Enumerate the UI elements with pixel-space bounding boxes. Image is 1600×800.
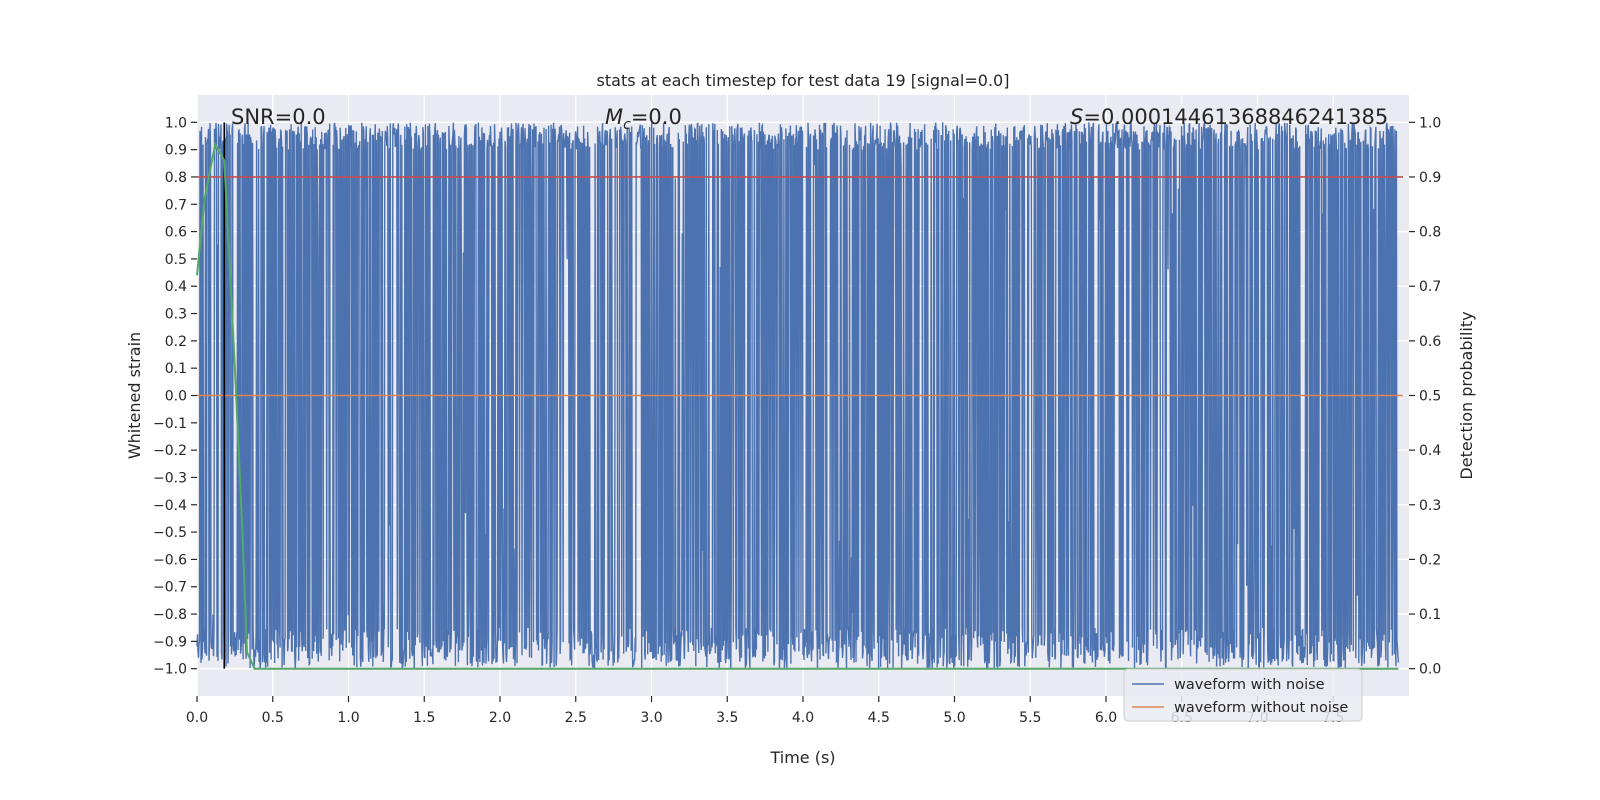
y-left-tick-label: 1.0 bbox=[165, 115, 187, 131]
legend-label-waveform-with-noise: waveform with noise bbox=[1174, 677, 1325, 693]
x-tick-label: 0.5 bbox=[262, 710, 284, 726]
y-right-tick-label: 0.7 bbox=[1419, 279, 1441, 295]
y-left-tick-label: 0.2 bbox=[165, 334, 187, 350]
y-left-tick-label: −0.2 bbox=[153, 443, 187, 459]
y-right-tick-label: 1.0 bbox=[1419, 115, 1441, 131]
y-right-tick-label: 0.0 bbox=[1419, 662, 1441, 678]
x-tick-label: 1.5 bbox=[413, 710, 435, 726]
y-left-tick-label: 0.4 bbox=[165, 279, 187, 295]
y-axis-left-label: Whitened strain bbox=[125, 332, 144, 459]
x-tick-label: 4.0 bbox=[792, 710, 814, 726]
y-left-tick-label: 0.5 bbox=[165, 252, 187, 268]
y-left-tick-label: −0.7 bbox=[153, 580, 187, 596]
mc-value: =0.0 bbox=[631, 105, 682, 129]
x-tick-label: 3.0 bbox=[640, 710, 662, 726]
x-axis-label: Time (s) bbox=[769, 748, 835, 767]
y-left-tick-label: 0.9 bbox=[165, 143, 187, 159]
x-tick-label: 3.5 bbox=[716, 710, 738, 726]
s-value: =0.00014461368846241385 bbox=[1083, 105, 1388, 129]
legend-label-waveform-without-noise: waveform without noise bbox=[1174, 700, 1348, 716]
s-annotation: S=0.00014461368846241385 bbox=[1070, 105, 1388, 129]
y-right-tick-label: 0.9 bbox=[1419, 170, 1441, 186]
x-tick-label: 5.0 bbox=[943, 710, 965, 726]
series-waveform-with-noise bbox=[196, 122, 1400, 669]
y-left-tick-label: 0.0 bbox=[165, 389, 187, 405]
x-tick-label: 0.0 bbox=[186, 710, 208, 726]
y-left-tick-label: 0.6 bbox=[165, 225, 187, 241]
series-detection-probability bbox=[196, 141, 1399, 670]
y-right-tick-label: 0.3 bbox=[1419, 498, 1441, 514]
axis-ticks: 1.0 0.9 0.8 0.7 0.6 0.5 0.4 0.3 0.2 0.1 0.0 −0.1 −0.… bbox=[153, 115, 1441, 726]
y-left-tick-label: 0.1 bbox=[165, 361, 187, 377]
x-tick-label: 2.0 bbox=[489, 710, 511, 726]
y-right-tick-label: 0.5 bbox=[1419, 389, 1441, 405]
y-left-tick-label: −0.4 bbox=[153, 498, 187, 514]
y-left-tick-label: 0.3 bbox=[165, 307, 187, 323]
y-left-tick-label: −1.0 bbox=[153, 662, 187, 678]
y-left-tick-label: 0.8 bbox=[165, 170, 187, 186]
y-right-tick-label: 0.2 bbox=[1419, 552, 1441, 568]
y-right-tick-label: 0.6 bbox=[1419, 334, 1441, 350]
x-tick-label: 4.5 bbox=[868, 710, 890, 726]
y-left-tick-label: −0.5 bbox=[153, 525, 187, 541]
y-left-tick-label: −0.3 bbox=[153, 470, 187, 486]
y-left-tick-label: −0.9 bbox=[153, 634, 187, 650]
y-left-tick-label: 0.7 bbox=[165, 197, 187, 213]
mc-subscript: c bbox=[623, 117, 631, 133]
mc-symbol: M bbox=[605, 105, 623, 129]
x-tick-label: 6.0 bbox=[1095, 710, 1117, 726]
x-tick-label: 5.5 bbox=[1019, 710, 1041, 726]
y-right-tick-label: 0.4 bbox=[1419, 443, 1441, 459]
y-left-tick-label: −0.8 bbox=[153, 607, 187, 623]
mc-annotation: Mc=0.0 bbox=[605, 105, 682, 133]
x-tick-label: 1.0 bbox=[337, 710, 359, 726]
legend: waveform with noise waveform without noi… bbox=[1123, 668, 1363, 722]
snr-annotation: SNR=0.0 bbox=[231, 105, 326, 129]
y-left-tick-label: −0.1 bbox=[153, 416, 187, 432]
x-tick-label: 2.5 bbox=[565, 710, 587, 726]
y-axis-right-label: Detection probability bbox=[1457, 311, 1476, 479]
y-right-tick-label: 0.8 bbox=[1419, 225, 1441, 241]
legend-box bbox=[1123, 668, 1363, 722]
y-right-tick-label: 0.1 bbox=[1419, 607, 1441, 623]
s-symbol: S bbox=[1070, 105, 1083, 129]
y-left-tick-label: −0.6 bbox=[153, 552, 187, 568]
chart-title: stats at each timestep for test data 19 … bbox=[597, 71, 1010, 90]
